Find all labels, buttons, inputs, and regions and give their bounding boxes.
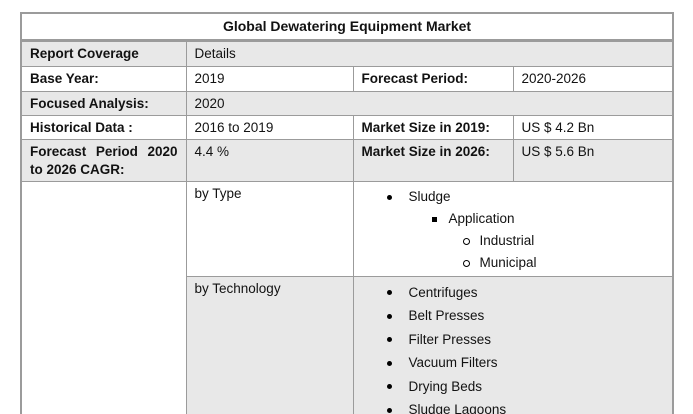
forecast-cagr-value: 4.4 %: [185, 139, 354, 182]
report-coverage-row: Report Coverage Details: [20, 40, 674, 67]
market-size-2019-value: US $ 4.2 Bn: [512, 115, 674, 140]
list-item-label: Filter Presses: [408, 331, 492, 347]
historical-data-value: 2016 to 2019: [185, 115, 354, 140]
forecast-cagr-row: Forecast Period 2020 to 2026 CAGR: 4.4 %…: [20, 139, 674, 182]
list-item-label: Vacuum Filters: [408, 355, 498, 371]
market-size-2026-label: Market Size in 2026:: [352, 139, 514, 182]
list-item-label: Centrifuges: [408, 284, 478, 300]
by-type-label: by Type: [185, 181, 354, 277]
bullet-disc-icon: [386, 360, 392, 366]
title-row: Global Dewatering Equipment Market: [20, 12, 674, 42]
focused-analysis-value: 2020: [185, 91, 674, 116]
list-item: Industrial: [462, 230, 665, 252]
market-size-2026-value: US $ 5.6 Bn: [512, 139, 674, 182]
list-item-label: Application: [448, 211, 515, 226]
base-year-row: Base Year: 2019 Forecast Period: 2020-20…: [20, 66, 674, 92]
list-item: Vacuum Filters: [386, 352, 665, 376]
bullet-disc-icon: [386, 337, 392, 343]
report-coverage-label: Report Coverage: [20, 40, 187, 67]
list-item: Municipal: [462, 252, 665, 274]
base-year-label: Base Year:: [20, 66, 187, 92]
market-report-table: Global Dewatering Equipment Market Repor…: [20, 12, 675, 414]
list-item: Filter Presses: [386, 328, 665, 352]
focused-analysis-label: Focused Analysis:: [20, 91, 187, 116]
list-item-label: Drying Beds: [408, 378, 483, 394]
bullet-circle-icon: [462, 259, 470, 267]
by-technology-list: Centrifuges Belt Presses Filter Presses …: [352, 276, 674, 414]
list-item: Sludge Lagoons: [386, 399, 665, 414]
bullet-square-icon: [431, 216, 437, 222]
list-item: Sludge: [386, 186, 665, 208]
base-year-value: 2019: [185, 66, 354, 92]
market-size-2019-label: Market Size in 2019:: [352, 115, 514, 140]
segment-by-type-row: by Type Sludge Application Industrial Mu…: [20, 181, 674, 414]
list-item: Drying Beds: [386, 375, 665, 399]
forecast-period-value: 2020-2026: [512, 66, 674, 92]
table-title: Global Dewatering Equipment Market: [20, 12, 674, 42]
by-technology-label: by Technology: [185, 276, 354, 414]
report-coverage-value: Details: [185, 40, 674, 67]
list-item: Centrifuges: [386, 281, 665, 305]
historical-data-label: Historical Data :: [20, 115, 187, 140]
bullet-circle-icon: [462, 237, 470, 245]
forecast-cagr-label: Forecast Period 2020 to 2026 CAGR:: [20, 139, 187, 182]
list-item: Belt Presses: [386, 305, 665, 329]
list-item-label: Belt Presses: [408, 308, 485, 324]
list-item-label: Sludge: [408, 189, 451, 204]
bullet-disc-icon: [386, 313, 392, 319]
forecast-period-label: Forecast Period:: [352, 66, 514, 92]
by-type-list: Sludge Application Industrial Municipal: [352, 181, 674, 277]
list-item: Application: [431, 208, 665, 230]
list-item-label: Sludge Lagoons: [408, 402, 507, 414]
bullet-disc-icon: [386, 290, 392, 296]
segment-by-technology-row: by Technology Centrifuges Belt Presses F…: [21, 276, 674, 414]
bullet-disc-icon: [386, 384, 392, 390]
empty-spanner-cell: [20, 181, 187, 414]
bullet-disc-icon: [386, 194, 392, 200]
list-item-label: Municipal: [479, 255, 537, 270]
focused-analysis-row: Focused Analysis: 2020: [20, 91, 674, 116]
list-item-label: Industrial: [479, 233, 535, 248]
historical-data-row: Historical Data : 2016 to 2019 Market Si…: [20, 115, 674, 140]
bullet-disc-icon: [386, 407, 392, 413]
